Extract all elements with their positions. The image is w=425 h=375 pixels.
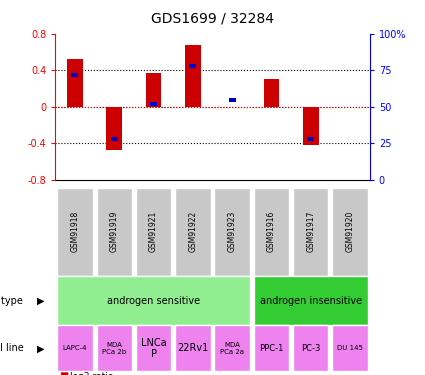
Bar [189, 64, 196, 68]
Bar [57, 276, 250, 325]
Text: MDA
PCa 2b: MDA PCa 2b [102, 342, 126, 354]
Text: GSM91917: GSM91917 [306, 211, 315, 252]
Text: PPC-1: PPC-1 [259, 344, 283, 353]
Bar [146, 73, 162, 107]
Bar [332, 325, 368, 371]
Text: LNCa
P: LNCa P [141, 338, 166, 358]
Text: GSM91921: GSM91921 [149, 211, 158, 252]
Bar [106, 107, 122, 150]
Bar [293, 188, 329, 276]
Text: androgen sensitive: androgen sensitive [107, 296, 200, 306]
Bar [293, 325, 329, 371]
Text: DU 145: DU 145 [337, 345, 363, 351]
Text: GSM91922: GSM91922 [188, 211, 197, 252]
Bar [57, 188, 93, 276]
Bar [136, 325, 171, 371]
Text: MDA
PCa 2a: MDA PCa 2a [220, 342, 244, 354]
Text: GSM91916: GSM91916 [267, 211, 276, 252]
Text: ■: ■ [60, 371, 69, 375]
Bar [215, 188, 250, 276]
Text: cell type: cell type [0, 296, 23, 306]
Bar [229, 98, 236, 102]
Bar [175, 325, 210, 371]
Bar [264, 80, 279, 107]
Bar [185, 45, 201, 107]
Text: log2 ratio: log2 ratio [70, 372, 113, 375]
Text: ▶: ▶ [37, 343, 45, 353]
Text: cell line: cell line [0, 343, 23, 353]
Bar [254, 188, 289, 276]
Bar [254, 325, 289, 371]
Bar [307, 137, 314, 141]
Bar [96, 325, 132, 371]
Bar [303, 107, 319, 145]
Text: 22Rv1: 22Rv1 [177, 343, 209, 353]
Bar [175, 188, 210, 276]
Bar [96, 188, 132, 276]
Text: GSM91923: GSM91923 [228, 211, 237, 252]
Text: GSM91918: GSM91918 [71, 211, 79, 252]
Bar [332, 188, 368, 276]
Bar [71, 73, 79, 77]
Bar [150, 102, 157, 106]
Bar [215, 325, 250, 371]
Text: GDS1699 / 32284: GDS1699 / 32284 [151, 11, 274, 25]
Bar [67, 59, 83, 107]
Text: PC-3: PC-3 [301, 344, 320, 353]
Text: ▶: ▶ [37, 296, 45, 306]
Bar [110, 137, 118, 141]
Bar [136, 188, 171, 276]
Text: androgen insensitive: androgen insensitive [260, 296, 362, 306]
Text: LAPC-4: LAPC-4 [62, 345, 87, 351]
Text: GSM91920: GSM91920 [346, 211, 354, 252]
Bar [254, 276, 368, 325]
Text: GSM91919: GSM91919 [110, 211, 119, 252]
Bar [57, 325, 93, 371]
